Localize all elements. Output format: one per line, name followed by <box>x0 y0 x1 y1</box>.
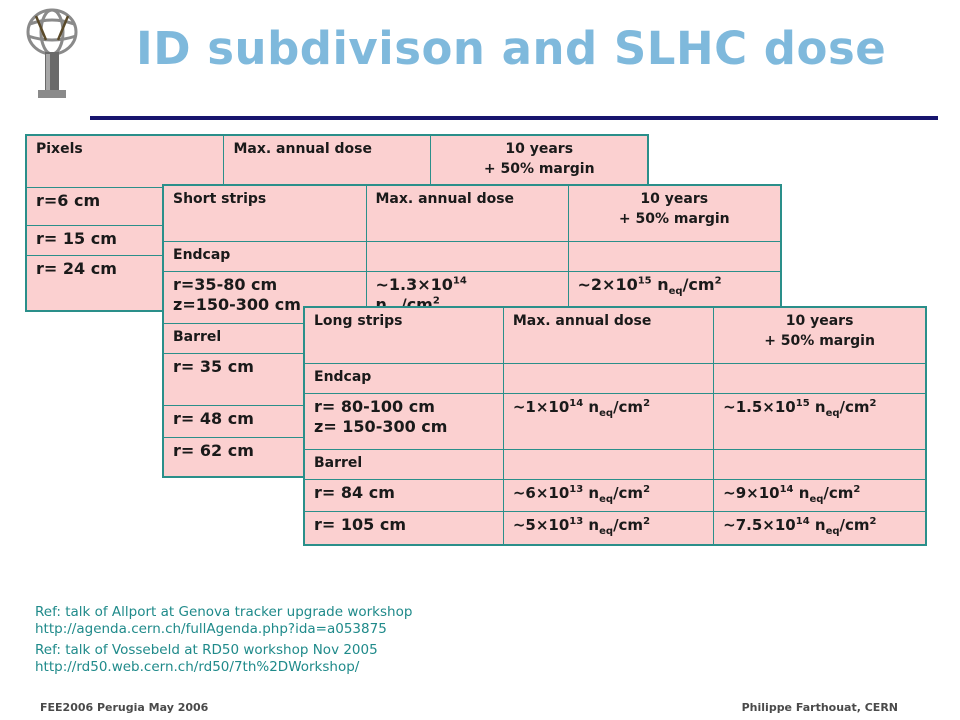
short-strips-header-col2: Max. annual dose <box>365 184 569 242</box>
long-strips-endcap-position: r= 80-100 cm z= 150-300 cm <box>303 392 504 450</box>
short-strips-header-col3: 10 years + 50% margin <box>567 184 782 242</box>
footer-right: Philippe Farthouat, CERN <box>741 701 898 714</box>
pixels-header-col3: 10 years + 50% margin <box>430 134 649 188</box>
empty-cell <box>502 448 715 480</box>
long-strips-header-col1: Long strips <box>303 306 504 364</box>
long-strips-barrel-row: r= 84 cm <box>303 478 504 512</box>
title-divider <box>90 116 938 120</box>
empty-cell <box>502 362 715 394</box>
empty-cell <box>713 448 927 480</box>
empty-cell <box>567 240 782 272</box>
atlas-logo <box>26 8 78 98</box>
reference-link[interactable]: http://rd50.web.cern.ch/rd50/7th%2DWorks… <box>35 659 360 675</box>
long-strips-barrel-10y: ~9×1014 neq/cm2 <box>713 478 927 512</box>
pixels-header-col1: Pixels <box>25 134 225 188</box>
long-strips-header-col2: Max. annual dose <box>502 306 715 364</box>
footer-left: FEE2006 Perugia May 2006 <box>40 701 209 714</box>
reference-link[interactable]: http://agenda.cern.ch/fullAgenda.php?ida… <box>35 621 387 637</box>
long-strips-endcap-dose: ~1×1014 neq/cm2 <box>502 392 715 450</box>
long-strips-barrel-row: r= 105 cm <box>303 510 504 546</box>
pixels-header-col2: Max. annual dose <box>223 134 432 188</box>
long-strips-endcap-10y: ~1.5×1015 neq/cm2 <box>713 392 927 450</box>
reference-text: Ref: talk of Vossebeld at RD50 workshop … <box>35 642 378 658</box>
long-strips-barrel-dose: ~6×1013 neq/cm2 <box>502 478 715 512</box>
reference-text: Ref: talk of Allport at Genova tracker u… <box>35 604 413 620</box>
long-strips-section-barrel: Barrel <box>303 448 504 480</box>
short-strips-header-col1: Short strips <box>162 184 367 242</box>
long-strips-section-endcap: Endcap <box>303 362 504 394</box>
long-strips-barrel-10y: ~7.5×1014 neq/cm2 <box>713 510 927 546</box>
empty-cell <box>365 240 569 272</box>
references: Ref: talk of Allport at Genova tracker u… <box>35 604 412 676</box>
short-strips-section-endcap: Endcap <box>162 240 367 272</box>
page-title: ID subdivison and SLHC dose <box>136 22 887 75</box>
long-strips-barrel-dose: ~5×1013 neq/cm2 <box>502 510 715 546</box>
long-strips-header-col3: 10 years + 50% margin <box>713 306 927 364</box>
empty-cell <box>713 362 927 394</box>
long-strips-table: Long strips Max. annual dose 10 years + 5… <box>303 306 927 546</box>
